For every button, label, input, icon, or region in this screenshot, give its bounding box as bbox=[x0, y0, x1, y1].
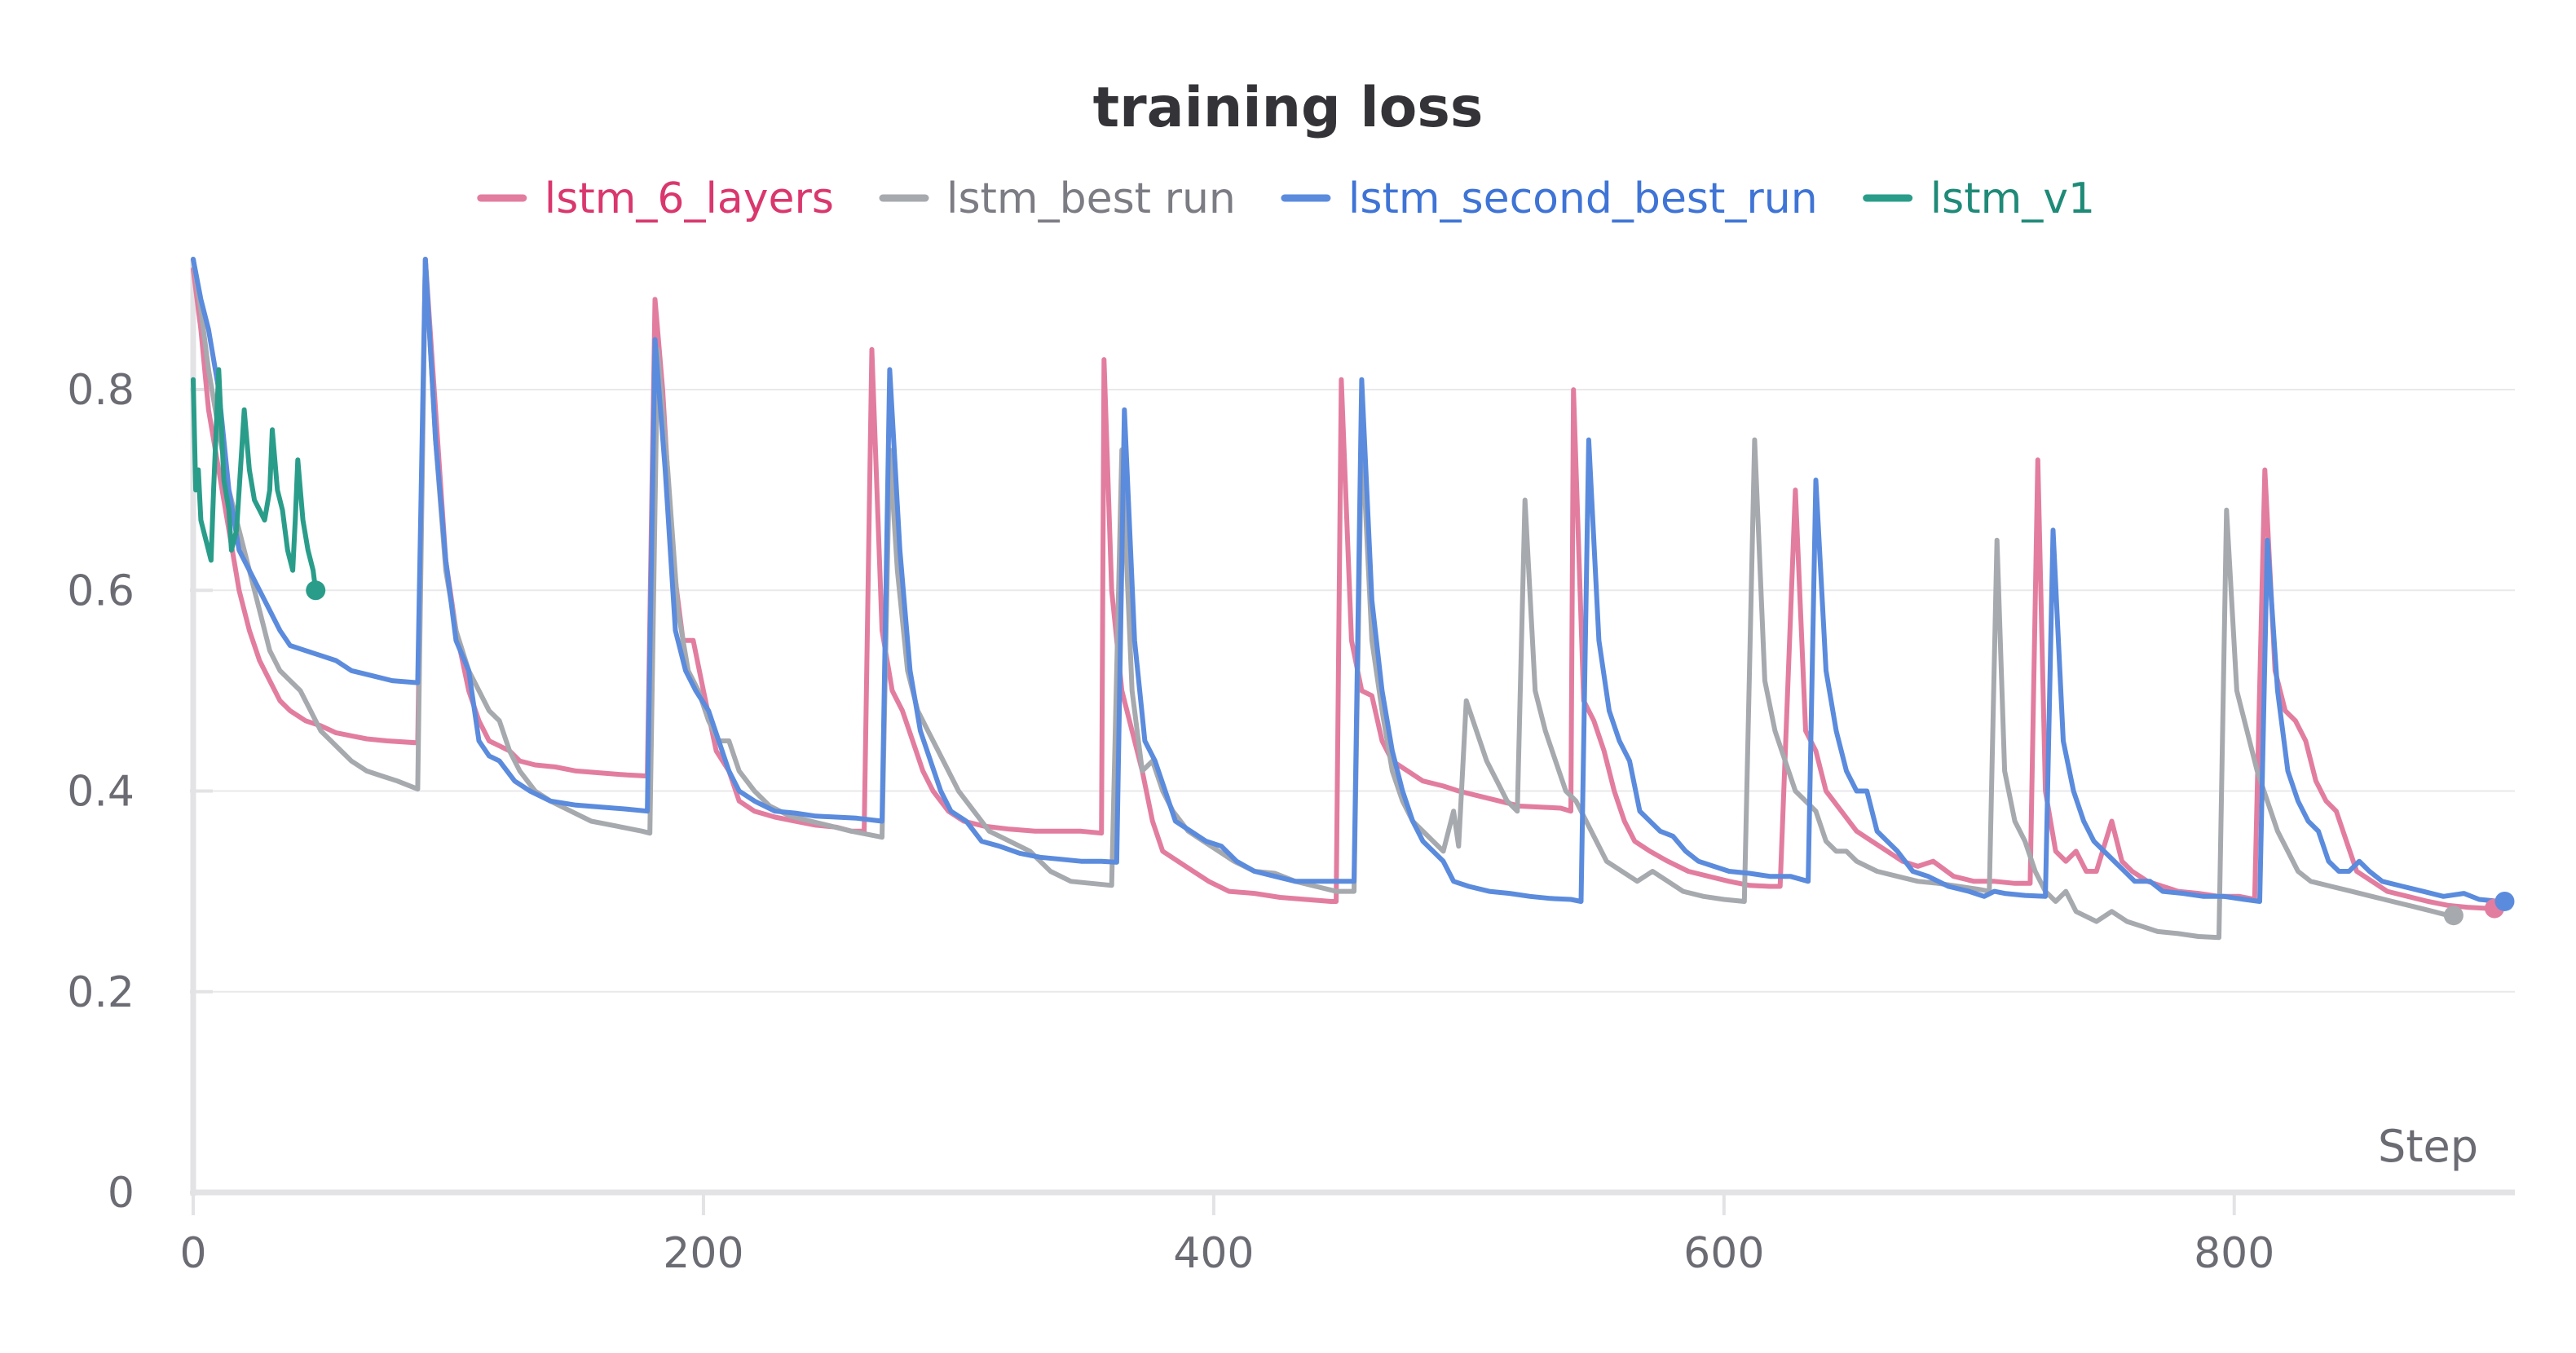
series-line-lstm-best-run bbox=[191, 257, 2456, 941]
chart-title: training loss bbox=[1093, 76, 1484, 140]
legend-label: lstm_v1 bbox=[1930, 174, 2095, 223]
y-tick-label: 0.4 bbox=[67, 768, 135, 817]
x-tick-label: 0 bbox=[179, 1229, 206, 1278]
legend-label: lstm_6_layers bbox=[545, 174, 834, 223]
legend: lstm_6_layers lstm_best run lstm_second_be… bbox=[477, 174, 2095, 223]
legend-item[interactable]: lstm_second_best_run bbox=[1281, 174, 1818, 223]
series-line-lstm-6-layers bbox=[191, 257, 2497, 911]
grid-lines bbox=[193, 389, 2515, 993]
x-tick-label: 800 bbox=[2194, 1229, 2274, 1278]
series-end-marker bbox=[306, 580, 326, 601]
y-tick-label: 0.8 bbox=[67, 366, 135, 415]
axes bbox=[190, 259, 2515, 1215]
legend-item[interactable]: lstm_6_layers bbox=[477, 174, 834, 223]
legend-label: lstm_best run bbox=[946, 174, 1236, 223]
legend-item[interactable]: lstm_best run bbox=[879, 174, 1236, 223]
series-end-marker bbox=[2494, 891, 2515, 911]
x-tick-label: 600 bbox=[1683, 1229, 1764, 1278]
series-line-lstm-second-best-run bbox=[191, 257, 2508, 904]
y-tick-label: 0 bbox=[108, 1169, 135, 1218]
series-layer bbox=[191, 257, 2515, 941]
series-line-lstm-v1 bbox=[191, 367, 319, 593]
y-tick-label: 0.2 bbox=[67, 968, 135, 1017]
legend-label: lstm_second_best_run bbox=[1348, 174, 1818, 223]
x-tick-label: 200 bbox=[663, 1229, 743, 1278]
legend-item[interactable]: lstm_v1 bbox=[1863, 174, 2095, 223]
series-end-marker bbox=[2443, 906, 2464, 926]
tick-labels: 0 200 400 600 800 0 0.2 0.4 0.6 0.8 bbox=[67, 366, 2274, 1278]
x-tick-label: 400 bbox=[1173, 1229, 1254, 1278]
x-axis-label: Step bbox=[2378, 1121, 2478, 1172]
y-tick-label: 0.6 bbox=[67, 566, 135, 615]
